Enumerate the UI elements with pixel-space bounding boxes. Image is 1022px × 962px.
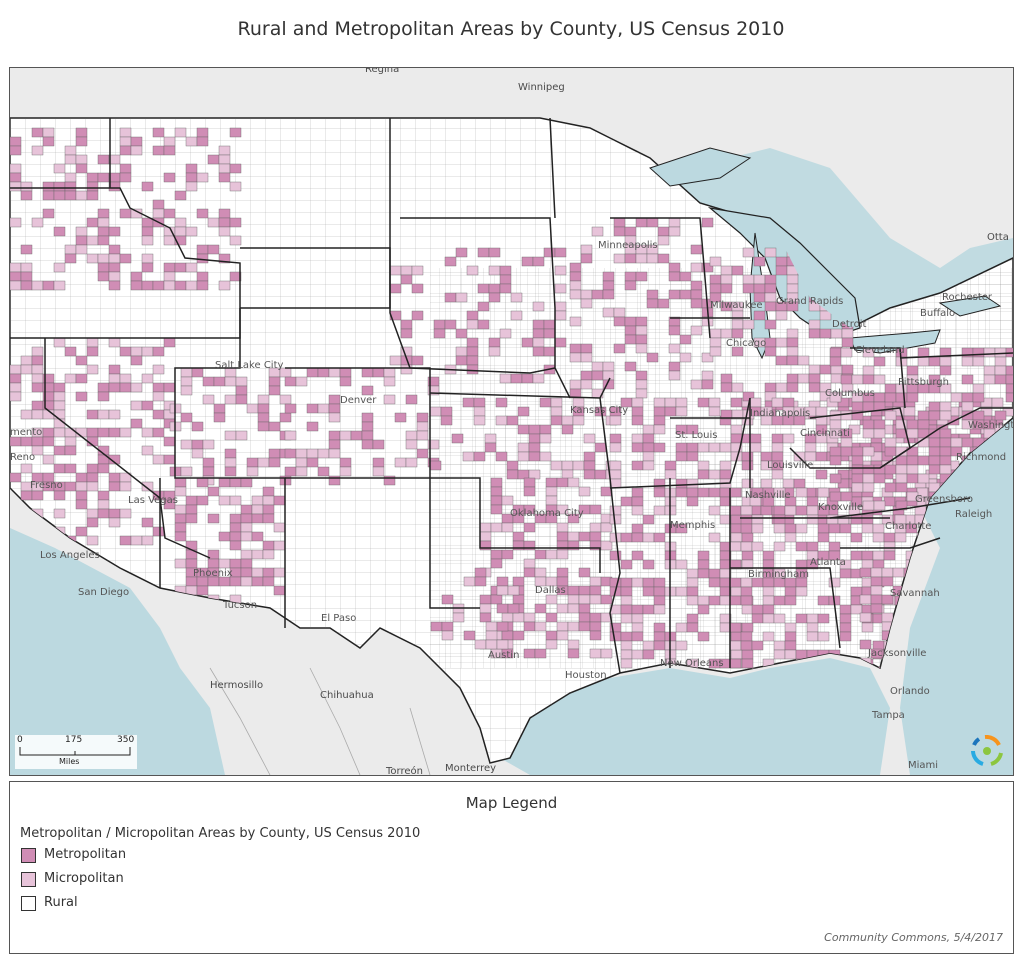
mexico-state-lines [209,667,431,775]
place-label-oklahoma-city: Oklahoma City [510,508,584,519]
place-label-birmingham: Birmingham [748,569,809,580]
scale-tick-350: 350 [117,735,135,745]
place-label-regina: Regina [365,68,399,75]
scale-bar-line [19,747,131,756]
place-label-fresno: Fresno [30,480,63,491]
place-label-torreon: Torreón [385,765,423,775]
place-label-detroit: Detroit [832,319,867,330]
place-label-reno: Reno [10,452,35,463]
scale-bar: 0 175 350 Miles [15,735,137,769]
place-label-orlando: Orlando [890,686,930,697]
scale-unit: Miles [59,757,80,766]
place-label-houston: Houston [565,670,607,681]
place-label-grand-rapids: Grand Rapids [776,296,843,307]
place-label-el-paso: El Paso [321,613,356,624]
place-label-dallas: Dallas [535,585,566,596]
place-label-cleveland: Cleveland [855,345,905,356]
place-label-phoenix: Phoenix [193,568,233,579]
place-label-charlotte: Charlotte [885,521,931,532]
place-label-raleigh: Raleigh [955,509,992,520]
pacific-ocean [10,528,225,775]
place-label-kansas-city: Kansas City [570,405,628,416]
place-label-san-diego: San Diego [78,587,129,598]
place-label-st-louis: St. Louis [675,430,717,441]
place-label-miami: Miami [908,760,938,771]
place-label-denver: Denver [340,395,377,406]
place-label-milwaukee: Milwaukee [710,300,763,311]
place-label-monterrey: Monterrey [445,763,496,774]
credit-line: Community Commons, 5/4/2017 [824,931,1003,944]
legend-label-rural: Rural [44,895,78,910]
legend-title: Map Legend [465,794,558,812]
micropolitan-swatch [21,872,36,887]
place-label-columbus: Columbus [825,388,875,399]
atlantic-ocean [900,418,1013,775]
place-label-salt-lake-city: Salt Lake City [215,360,284,371]
place-label-buffalo: Buffalo [920,308,955,319]
place-label-rochester: Rochester [942,292,993,303]
gulf-of-mexico [480,658,890,775]
rural-swatch [21,896,36,911]
metropolitan-swatch [21,848,36,863]
place-label-austin: Austin [488,650,519,661]
place-label-knoxville: Knoxville [818,502,863,513]
lake-superior [649,147,752,187]
map-view[interactable]: Regina Winnipeg Otta Minneapolis Milwaukee Gr… [9,67,1014,776]
legend-subtitle: Metropolitan / Micropolitan Areas by Cou… [20,826,421,841]
place-label-winnipeg: Winnipeg [518,82,565,93]
place-label-jacksonville: Jacksonville [867,648,926,659]
place-label-greensboro: Greensboro [915,494,973,505]
legend-label-metropolitan: Metropolitan [44,847,127,862]
place-labels: Regina Winnipeg Otta Minneapolis Milwaukee Gr… [10,68,1013,775]
place-label-nashville: Nashville [745,490,791,501]
place-label-louisville: Louisville [767,460,813,471]
place-label-tucson: Tucson [222,600,257,611]
community-commons-logo [971,735,1003,767]
place-label-chicago: Chicago [726,338,766,349]
place-label-pittsburgh: Pittsburgh [898,377,949,388]
county-map[interactable]: Regina Winnipeg Otta Minneapolis Milwaukee Gr… [10,68,1013,775]
map-legend: Map Legend Metropolitan / Micropolitan A… [9,781,1014,954]
place-label-savannah: Savannah [890,588,940,599]
map-title: Rural and Metropolitan Areas by County, … [237,18,785,40]
place-label-cincinnati: Cincinnati [800,428,850,439]
place-label-las-vegas: Las Vegas [128,495,178,506]
legend-label-micropolitan: Micropolitan [44,871,124,886]
place-label-sacramento: mento [10,427,42,438]
place-label-atlanta: Atlanta [810,557,846,568]
place-label-minneapolis: Minneapolis [598,240,658,251]
place-label-indianapolis: Indianapolis [750,408,810,419]
place-label-tampa: Tampa [871,710,905,721]
place-label-new-orleans: New Orleans [660,658,724,669]
place-label-richmond: Richmond [956,452,1006,463]
place-label-hermosillo: Hermosillo [210,680,263,691]
place-label-washington: Washington [968,420,1013,431]
scale-tick-175: 175 [65,735,83,745]
scale-tick-0: 0 [17,735,23,745]
place-label-ottawa: Otta [987,232,1009,243]
place-label-chihuahua: Chihuahua [320,690,374,701]
place-label-los-angeles: Los Angeles [40,550,100,561]
place-label-memphis: Memphis [670,520,715,531]
lake-ontario [938,295,1002,317]
state-borders [10,117,1013,674]
